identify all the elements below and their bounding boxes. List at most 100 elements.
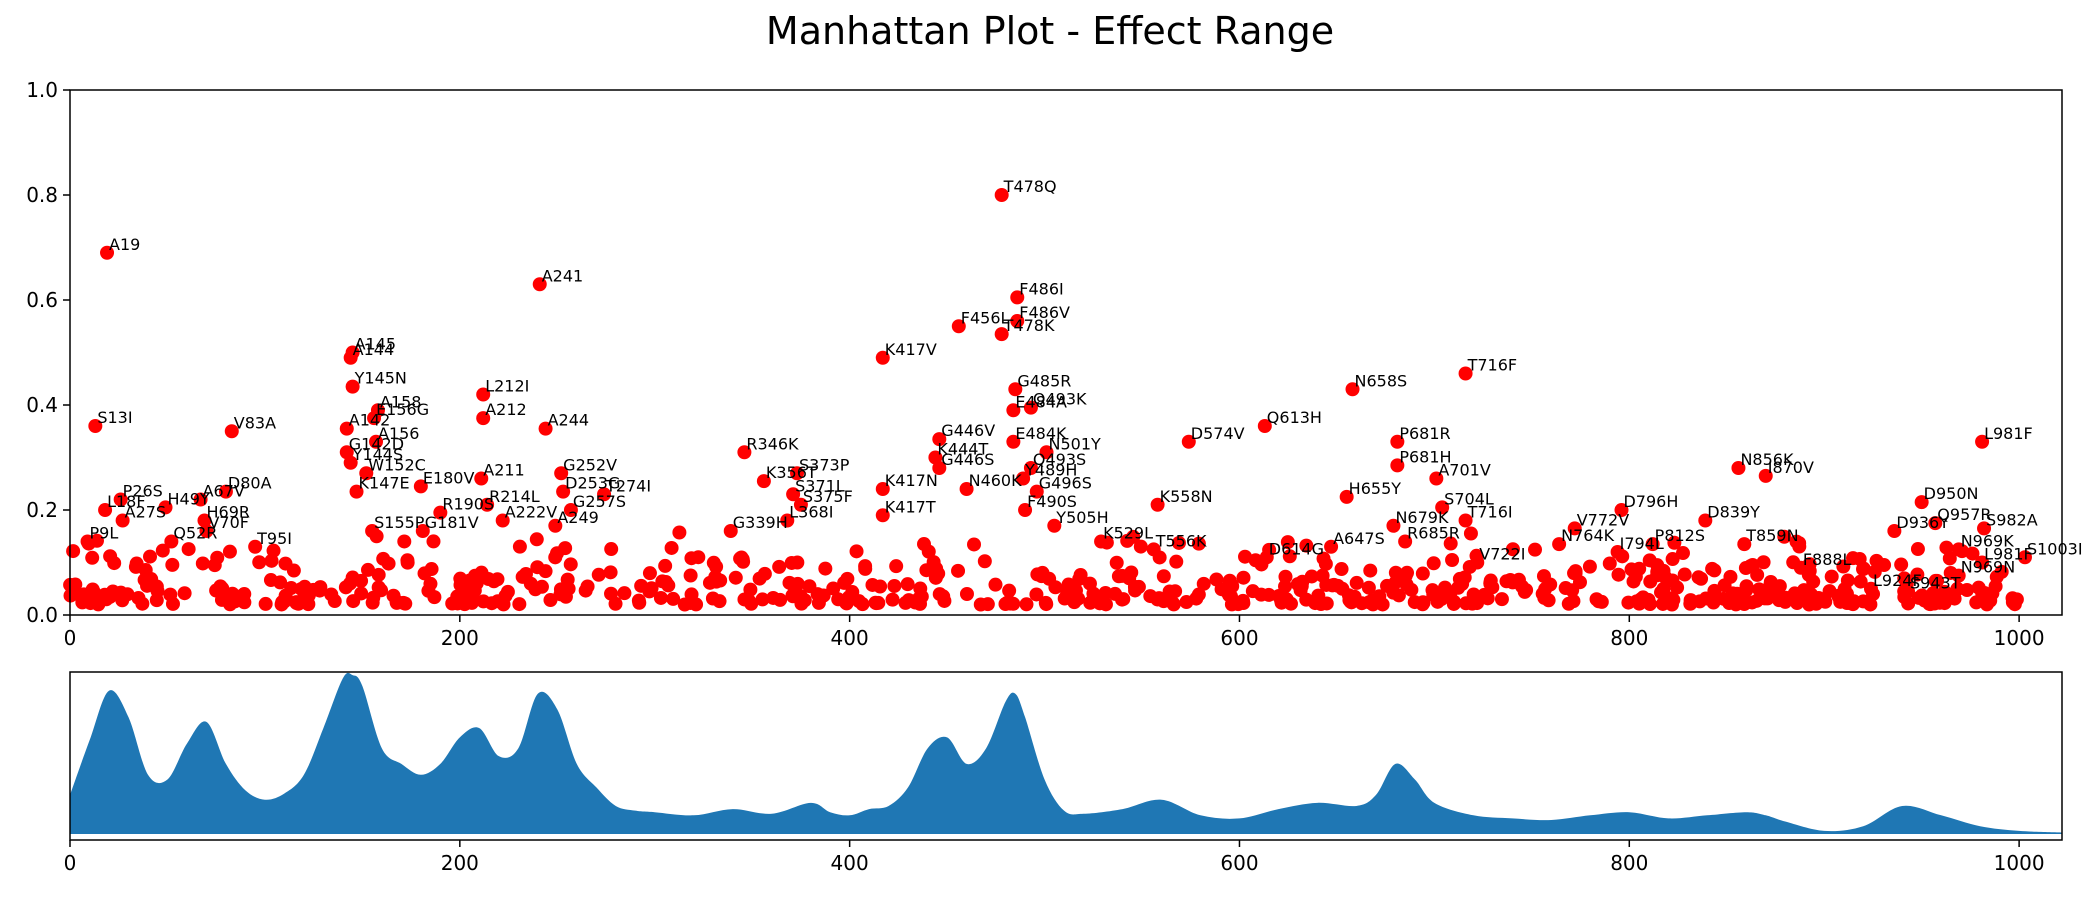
background-point xyxy=(1667,535,1682,550)
background-point xyxy=(931,566,946,581)
point-label: Q52R xyxy=(173,524,217,543)
scatter-point xyxy=(790,466,805,481)
point-label: G446S xyxy=(941,450,994,469)
background-point xyxy=(1315,568,1330,583)
background-point xyxy=(869,596,884,611)
background-point xyxy=(1048,580,1063,595)
background-point xyxy=(1840,573,1855,588)
background-point xyxy=(143,549,158,564)
scatter-point xyxy=(115,513,130,528)
background-point xyxy=(1824,569,1839,584)
background-point xyxy=(1446,596,1461,611)
background-point xyxy=(1278,569,1293,584)
background-point xyxy=(289,596,304,611)
point-label: H49Y xyxy=(168,489,210,508)
background-point xyxy=(642,566,657,581)
background-point xyxy=(1582,559,1597,574)
background-point xyxy=(1723,569,1738,584)
background-point xyxy=(397,534,412,549)
x-tick-label: 1000 xyxy=(1994,851,2045,875)
background-point xyxy=(1224,577,1239,592)
background-point xyxy=(417,566,432,581)
scatter-point xyxy=(158,500,173,515)
background-point xyxy=(1897,571,1912,586)
background-point xyxy=(988,577,1003,592)
y-tick-label: 0.2 xyxy=(26,498,58,522)
scatter-point xyxy=(1914,495,1929,510)
point-label: A67V xyxy=(203,482,245,501)
scatter-point xyxy=(193,492,208,507)
background-point xyxy=(389,595,404,610)
scatter-point xyxy=(1259,550,1274,565)
scatter-point xyxy=(994,327,1009,342)
background-point xyxy=(1756,555,1771,570)
scatter-point xyxy=(164,534,179,549)
background-point xyxy=(496,597,511,612)
background-point xyxy=(1463,526,1478,541)
background-point xyxy=(1443,585,1458,600)
background-point xyxy=(222,544,237,559)
background-point xyxy=(1626,574,1641,589)
point-label: G252V xyxy=(563,455,617,474)
background-point xyxy=(1760,591,1775,606)
point-label: A244 xyxy=(548,411,589,430)
scatter-point xyxy=(786,487,801,502)
point-label: L18F xyxy=(107,492,145,511)
scatter-points xyxy=(63,188,2032,612)
scatter-point xyxy=(1552,537,1567,552)
point-label: A212 xyxy=(485,400,526,419)
background-point xyxy=(115,593,130,608)
background-point xyxy=(1485,580,1500,595)
scatter-point xyxy=(476,411,491,426)
scatter-point xyxy=(1737,537,1752,552)
background-point xyxy=(901,593,916,608)
background-point xyxy=(1254,587,1269,602)
background-point xyxy=(1832,588,1847,603)
point-label: N679K xyxy=(1395,508,1449,527)
background-point xyxy=(129,556,144,571)
point-label: F456L xyxy=(961,308,1010,327)
point-label: A27S xyxy=(125,503,166,522)
scatter-point xyxy=(343,455,358,470)
background-point xyxy=(757,566,772,581)
background-point xyxy=(66,544,81,559)
background-point xyxy=(826,581,841,596)
point-label: G446V xyxy=(941,421,995,440)
scatter-point xyxy=(1901,584,1916,599)
background-point xyxy=(75,595,90,610)
point-label: G142D xyxy=(349,434,404,453)
scatter-point xyxy=(928,450,943,465)
point-label: L981F xyxy=(1984,424,2033,443)
point-label: L924F xyxy=(1873,571,1922,590)
scatter-point xyxy=(1458,513,1473,528)
background-point xyxy=(959,586,974,601)
background-point xyxy=(1426,556,1441,571)
background-point xyxy=(2005,591,2020,606)
x-tick-label: 600 xyxy=(1220,626,1258,650)
point-label: K444T xyxy=(937,440,988,459)
point-label: N764K xyxy=(1561,526,1615,545)
background-point xyxy=(1399,577,1414,592)
point-label: T274I xyxy=(605,476,651,495)
x-tick-label: 800 xyxy=(1610,851,1648,875)
background-point xyxy=(855,597,870,612)
scatter-point xyxy=(1146,542,1161,557)
point-label: A211 xyxy=(483,461,524,480)
background-point xyxy=(951,563,966,578)
background-point xyxy=(784,555,799,570)
point-label: T716I xyxy=(1467,503,1513,522)
point-label: S704L xyxy=(1444,489,1494,508)
x-tick-label: 0 xyxy=(64,626,77,650)
background-point xyxy=(1073,567,1088,582)
background-point xyxy=(1737,596,1752,611)
background-point xyxy=(1060,583,1075,598)
background-point xyxy=(617,586,632,601)
point-label: A142 xyxy=(349,411,390,430)
background-point xyxy=(818,561,833,576)
scatter-point xyxy=(1008,382,1023,397)
background-point xyxy=(1739,579,1754,594)
background-point xyxy=(275,595,290,610)
background-point xyxy=(426,534,441,549)
background-point xyxy=(421,583,436,598)
